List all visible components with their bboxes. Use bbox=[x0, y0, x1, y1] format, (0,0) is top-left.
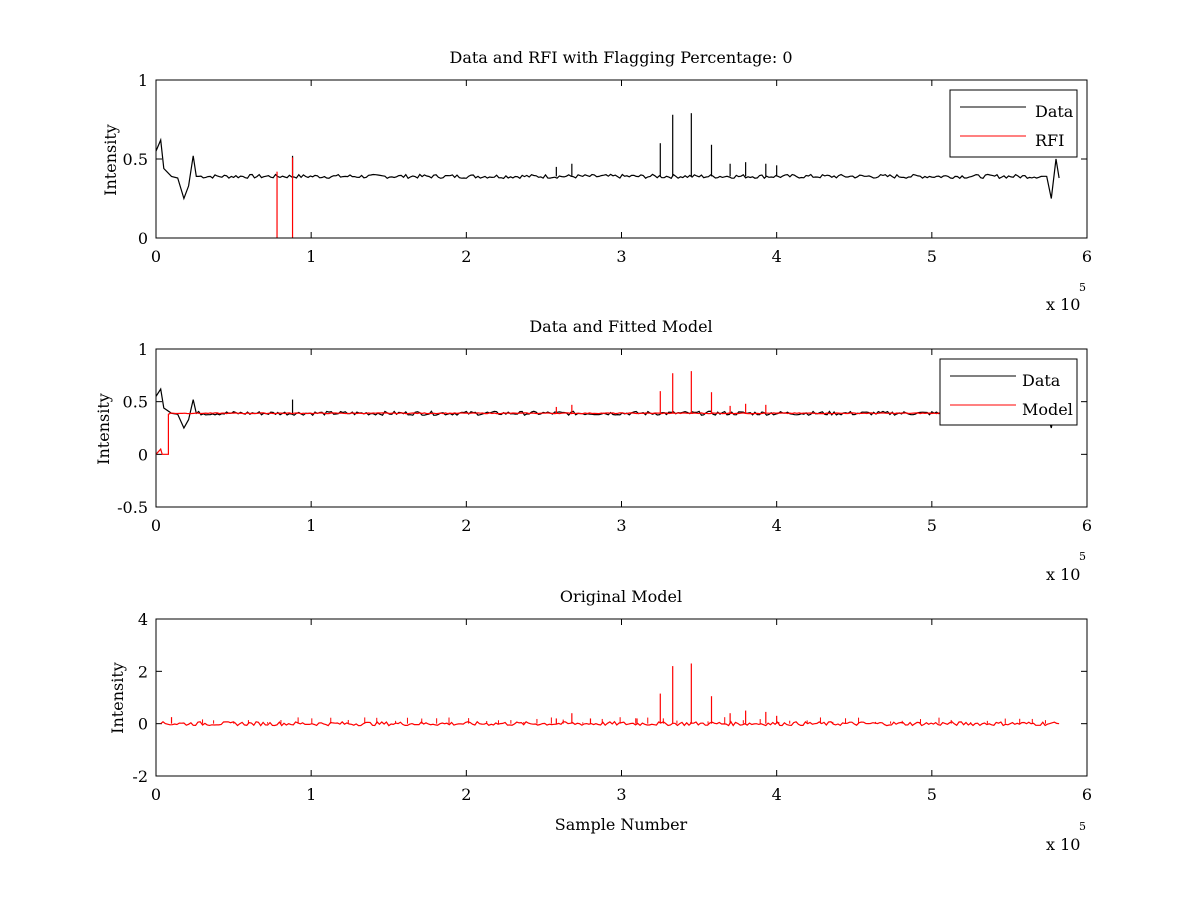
x-tick-label: 2 bbox=[461, 785, 471, 804]
panel-2-xmultiplier-exponent: 5 bbox=[1079, 550, 1086, 563]
panel-1-ylabel: Intensity bbox=[101, 124, 120, 196]
series-line-data bbox=[156, 387, 1060, 430]
panel-1-frame bbox=[155, 79, 1088, 239]
x-tick-label: 1 bbox=[306, 247, 316, 266]
plot-area bbox=[160, 663, 1060, 727]
panel-1-legend: Data RFI bbox=[949, 89, 1078, 158]
panel-3: Original Model Intensity Sample Number 0… bbox=[108, 587, 1092, 854]
legend-box bbox=[949, 89, 1078, 158]
y-tick-label: -0.5 bbox=[117, 498, 148, 517]
panel-2-ylabel: Intensity bbox=[94, 393, 113, 465]
x-tick-label: 5 bbox=[927, 785, 937, 804]
panel-3-title: Original Model bbox=[560, 587, 682, 606]
panel-2-xmultiplier: x 10 bbox=[1046, 565, 1080, 584]
y-tick-label: 0 bbox=[138, 229, 148, 248]
x-tick-label: 4 bbox=[772, 516, 782, 535]
y-tick-label: 0.5 bbox=[123, 150, 148, 169]
y-tick-label: 2 bbox=[138, 662, 148, 681]
legend-label-data: Data bbox=[1035, 102, 1074, 121]
x-tick-label: 4 bbox=[772, 247, 782, 266]
y-tick-label: 4 bbox=[138, 610, 148, 629]
x-tick-label: 2 bbox=[461, 516, 471, 535]
y-tick-label: 1 bbox=[138, 340, 148, 359]
y-tick-label: 1 bbox=[138, 71, 148, 90]
panel-2-title: Data and Fitted Model bbox=[529, 317, 712, 336]
x-tick-label: 6 bbox=[1082, 785, 1092, 804]
y-tick-label: 0.5 bbox=[123, 393, 148, 412]
x-tick-label: 3 bbox=[616, 247, 626, 266]
x-tick-label: 3 bbox=[616, 785, 626, 804]
x-tick-label: 6 bbox=[1082, 516, 1092, 535]
panel-2-plot: 0 1 2 3 4 5 6-0.500.51 bbox=[117, 340, 1092, 535]
legend-box bbox=[939, 358, 1078, 426]
legend-label-rfi: RFI bbox=[1035, 131, 1064, 150]
panel-2: Data and Fitted Model Intensity 0 1 2 3 4 5 6 -… bbox=[94, 317, 1092, 584]
panel-3-xlabel: Sample Number bbox=[555, 815, 688, 834]
x-tick-label: 5 bbox=[927, 247, 937, 266]
x-tick-label: 5 bbox=[927, 516, 937, 535]
series-line-model bbox=[156, 412, 1060, 455]
x-tick-label: 0 bbox=[151, 247, 161, 266]
x-tick-label: 1 bbox=[306, 785, 316, 804]
x-tick-label: 2 bbox=[461, 247, 471, 266]
x-tick-label: 0 bbox=[151, 516, 161, 535]
panel-1-xmultiplier-exponent: 5 bbox=[1079, 281, 1086, 294]
panel-1-title: Data and RFI with Flagging Percentage: 0 bbox=[449, 48, 792, 67]
panel-3-xmultiplier: x 10 bbox=[1046, 835, 1080, 854]
x-tick-label: 1 bbox=[306, 516, 316, 535]
x-tick-label: 6 bbox=[1082, 247, 1092, 266]
y-tick-label: 0 bbox=[138, 715, 148, 734]
x-tick-label: 3 bbox=[616, 516, 626, 535]
panel-1-xmultiplier: x 10 bbox=[1046, 295, 1080, 314]
panel-1: Data and RFI with Flagging Percentage: 0… bbox=[101, 48, 1092, 314]
series-line-original-model bbox=[160, 720, 1060, 727]
panel-3-frame bbox=[155, 618, 1088, 777]
y-tick-label: 0 bbox=[138, 445, 148, 464]
legend-label-data: Data bbox=[1022, 371, 1061, 390]
plot-area bbox=[156, 113, 1060, 238]
plot-area bbox=[156, 371, 1060, 455]
x-tick-label: 4 bbox=[772, 785, 782, 804]
x-tick-label: 0 bbox=[151, 785, 161, 804]
panel-3-ylabel: Intensity bbox=[108, 662, 127, 734]
legend-label-model: Model bbox=[1022, 400, 1073, 419]
panel-3-xmultiplier-exponent: 5 bbox=[1079, 820, 1086, 833]
y-tick-label: -2 bbox=[132, 767, 148, 786]
panel-2-frame bbox=[155, 348, 1088, 508]
panel-2-legend: Data Model bbox=[939, 358, 1078, 426]
series-line-data bbox=[156, 137, 1060, 201]
